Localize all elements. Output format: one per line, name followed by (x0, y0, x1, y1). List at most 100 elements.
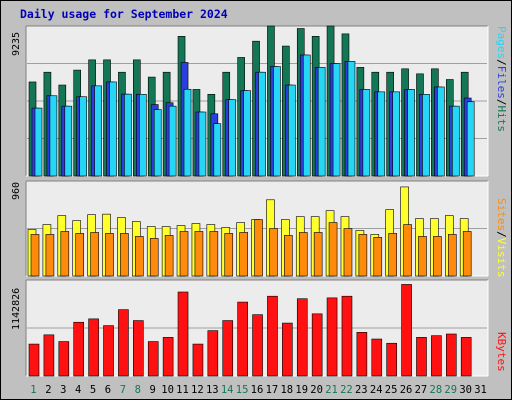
kbytes-bar (147, 341, 159, 377)
day-label: 28 (430, 384, 443, 396)
pages-bar (94, 85, 102, 177)
kbytes-bar (207, 330, 219, 377)
day-label: 26 (400, 384, 413, 396)
kbytes-bar (43, 334, 55, 377)
sites-bar (224, 233, 234, 277)
sites-bar (105, 233, 114, 277)
legend-part: / (495, 59, 508, 66)
pages-bar (153, 109, 162, 177)
day-label: 14 (221, 384, 234, 396)
pages-bar (79, 96, 88, 177)
sites-bar (30, 234, 40, 277)
panel2-ymax-label: 960 (11, 181, 22, 200)
kbytes-bar (28, 343, 40, 377)
kbytes-bar (118, 309, 129, 377)
pages-bar (228, 99, 237, 177)
day-label: 25 (385, 384, 398, 396)
sites-bar (433, 236, 442, 277)
day-label: 7 (120, 384, 126, 396)
pages-bar (273, 66, 281, 177)
day-label: 8 (135, 384, 141, 396)
sites-bar (194, 231, 204, 277)
day-label: 11 (176, 384, 189, 396)
panel1-ymax-label: 9235 (11, 31, 22, 56)
sites-bar (45, 234, 55, 277)
day-label: 20 (310, 384, 323, 396)
pages-bar (49, 95, 58, 177)
sites-bar (403, 224, 412, 277)
legend-part: Sites (495, 198, 508, 232)
sites-bar (269, 228, 278, 277)
kbytes-bar (73, 321, 85, 377)
pages-bar (34, 107, 43, 177)
pages-bar (198, 111, 207, 177)
kbytes-bar (371, 338, 383, 377)
pages-bar (437, 86, 445, 177)
sites-bar (298, 232, 308, 277)
day-label: 24 (370, 384, 383, 396)
kbytes-bar (445, 333, 457, 377)
pages-bar (213, 123, 222, 177)
kbytes-bar (356, 332, 368, 377)
day-label: 31 (474, 384, 487, 396)
sites-bar (343, 228, 353, 277)
kbytes-bar (177, 291, 189, 377)
panel3-ymax-label: 1142826 (11, 287, 22, 330)
sites-bar (179, 231, 189, 277)
day-label: 5 (90, 384, 96, 396)
pages-bar (258, 71, 266, 177)
day-label: 13 (206, 384, 219, 396)
pages-bar (302, 54, 311, 177)
day-label: 18 (280, 384, 293, 396)
pages-bar (422, 93, 430, 177)
kbytes-bar (252, 314, 263, 377)
day-label: 9 (150, 384, 156, 396)
legend-part: KBytes (495, 332, 508, 372)
sites-bar (328, 222, 338, 277)
pages-bar (317, 67, 326, 177)
day-label: 29 (444, 384, 457, 396)
day-label: 1 (30, 384, 36, 396)
legend-part: Pages (495, 26, 508, 60)
legend-part: / (495, 231, 508, 238)
day-label: 15 (236, 384, 249, 396)
kbytes-bar (386, 342, 397, 377)
sites-bar (135, 236, 144, 277)
sites-bar (120, 233, 129, 277)
kbytes-bar (326, 297, 338, 377)
pages-bar (466, 101, 475, 177)
sites-bar (358, 234, 368, 277)
sites-bar (284, 235, 293, 277)
pages-bar (362, 89, 371, 177)
legend-part: Files (495, 65, 508, 99)
pages-bar (139, 93, 147, 177)
day-label: 30 (459, 384, 472, 396)
pages-bar (288, 84, 296, 177)
day-label: 10 (161, 384, 174, 396)
day-label: 2 (45, 384, 51, 396)
sites-bar (447, 234, 457, 277)
pages-bar (451, 105, 460, 177)
panel3-legend: KBytes (495, 332, 508, 372)
kbytes-bar (296, 298, 308, 377)
day-label: 21 (325, 384, 338, 396)
pages-bar (64, 105, 73, 177)
kbytes-bar (222, 320, 234, 377)
day-label: 22 (340, 384, 353, 396)
kbytes-bar (88, 318, 99, 377)
day-label: 3 (60, 384, 66, 396)
sites-bar (209, 231, 219, 277)
kbytes-bar (282, 322, 293, 377)
pages-bar (168, 105, 177, 177)
pages-bar (183, 88, 192, 177)
sites-bar (313, 232, 323, 277)
day-label: 4 (75, 384, 81, 396)
kbytes-bar (267, 295, 278, 377)
day-label: 23 (355, 384, 368, 396)
pages-bar (332, 63, 341, 177)
kbytes-bar (431, 335, 442, 377)
panel1-legend: Pages/Files/Hits (495, 26, 508, 132)
day-label: 12 (191, 384, 204, 396)
